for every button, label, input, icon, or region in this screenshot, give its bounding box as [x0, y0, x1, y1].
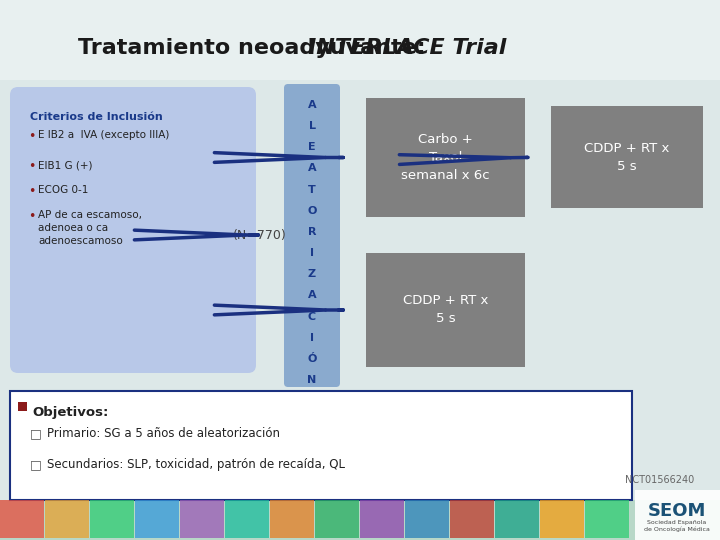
Bar: [180, 500, 224, 538]
Text: T: T: [308, 185, 316, 194]
Text: Objetivos:: Objetivos:: [32, 406, 109, 419]
Text: C: C: [308, 312, 316, 321]
Bar: [585, 500, 629, 538]
Bar: [635, 490, 720, 540]
Text: AP de ca escamoso,
adenoea o ca
adenoescamoso: AP de ca escamoso, adenoea o ca adenoesc…: [38, 210, 142, 246]
Bar: [135, 500, 179, 538]
Bar: [495, 500, 539, 538]
Text: Z: Z: [308, 269, 316, 279]
Bar: [450, 500, 494, 538]
Text: NCT01566240: NCT01566240: [626, 475, 695, 485]
Text: N: N: [307, 375, 317, 385]
Text: Carbo +
Taxol
semanal x 6c: Carbo + Taxol semanal x 6c: [401, 133, 490, 182]
Bar: [225, 500, 269, 538]
Text: •: •: [28, 210, 35, 223]
Bar: [90, 500, 134, 538]
Text: CDDP + RT x
5 s: CDDP + RT x 5 s: [402, 294, 488, 326]
Text: A: A: [307, 100, 316, 110]
FancyBboxPatch shape: [366, 253, 525, 367]
Text: Sociedad Española
de Oncología Médica: Sociedad Española de Oncología Médica: [644, 520, 710, 532]
Bar: [270, 500, 314, 538]
Text: E: E: [308, 143, 316, 152]
Text: I: I: [310, 248, 314, 258]
Bar: [0, 500, 44, 538]
Text: I: I: [310, 333, 314, 343]
Text: □: □: [30, 427, 42, 440]
Bar: [0, 80, 720, 390]
Text: A: A: [307, 291, 316, 300]
Bar: [18, 402, 27, 411]
FancyBboxPatch shape: [10, 87, 256, 373]
Bar: [360, 500, 404, 538]
Text: EIB1 G (+): EIB1 G (+): [38, 160, 92, 170]
Text: Criterios de Inclusión: Criterios de Inclusión: [30, 112, 163, 122]
FancyBboxPatch shape: [284, 84, 340, 387]
Text: INTERLACE Trial: INTERLACE Trial: [308, 38, 506, 58]
Text: Secundarios: SLP, toxicidad, patrón de recaída, QL: Secundarios: SLP, toxicidad, patrón de r…: [47, 458, 345, 471]
Text: •: •: [28, 130, 35, 143]
Text: •: •: [28, 185, 35, 198]
Text: Ó: Ó: [307, 354, 317, 364]
Text: R: R: [307, 227, 316, 237]
Text: A: A: [307, 164, 316, 173]
Text: L: L: [308, 121, 315, 131]
Text: CDDP + RT x
5 s: CDDP + RT x 5 s: [585, 141, 670, 172]
Text: ECOG 0-1: ECOG 0-1: [38, 185, 89, 195]
FancyBboxPatch shape: [366, 98, 525, 217]
Text: Tratamiento neoadyuvante:: Tratamiento neoadyuvante:: [78, 38, 433, 58]
Text: (N=770): (N=770): [233, 228, 287, 241]
Bar: [405, 500, 449, 538]
Text: E IB2 a  IVA (excepto IIIA): E IB2 a IVA (excepto IIIA): [38, 130, 169, 140]
Text: O: O: [307, 206, 317, 216]
Text: SEOM: SEOM: [648, 502, 706, 520]
Bar: [540, 500, 584, 538]
Bar: [0, 0, 720, 80]
FancyBboxPatch shape: [10, 391, 632, 500]
Text: •: •: [28, 160, 35, 173]
Text: Primario: SG a 5 años de aleatorización: Primario: SG a 5 años de aleatorización: [47, 427, 280, 440]
FancyBboxPatch shape: [551, 106, 703, 208]
Bar: [0, 500, 720, 540]
Bar: [45, 500, 89, 538]
Bar: [315, 500, 359, 538]
Text: □: □: [30, 458, 42, 471]
